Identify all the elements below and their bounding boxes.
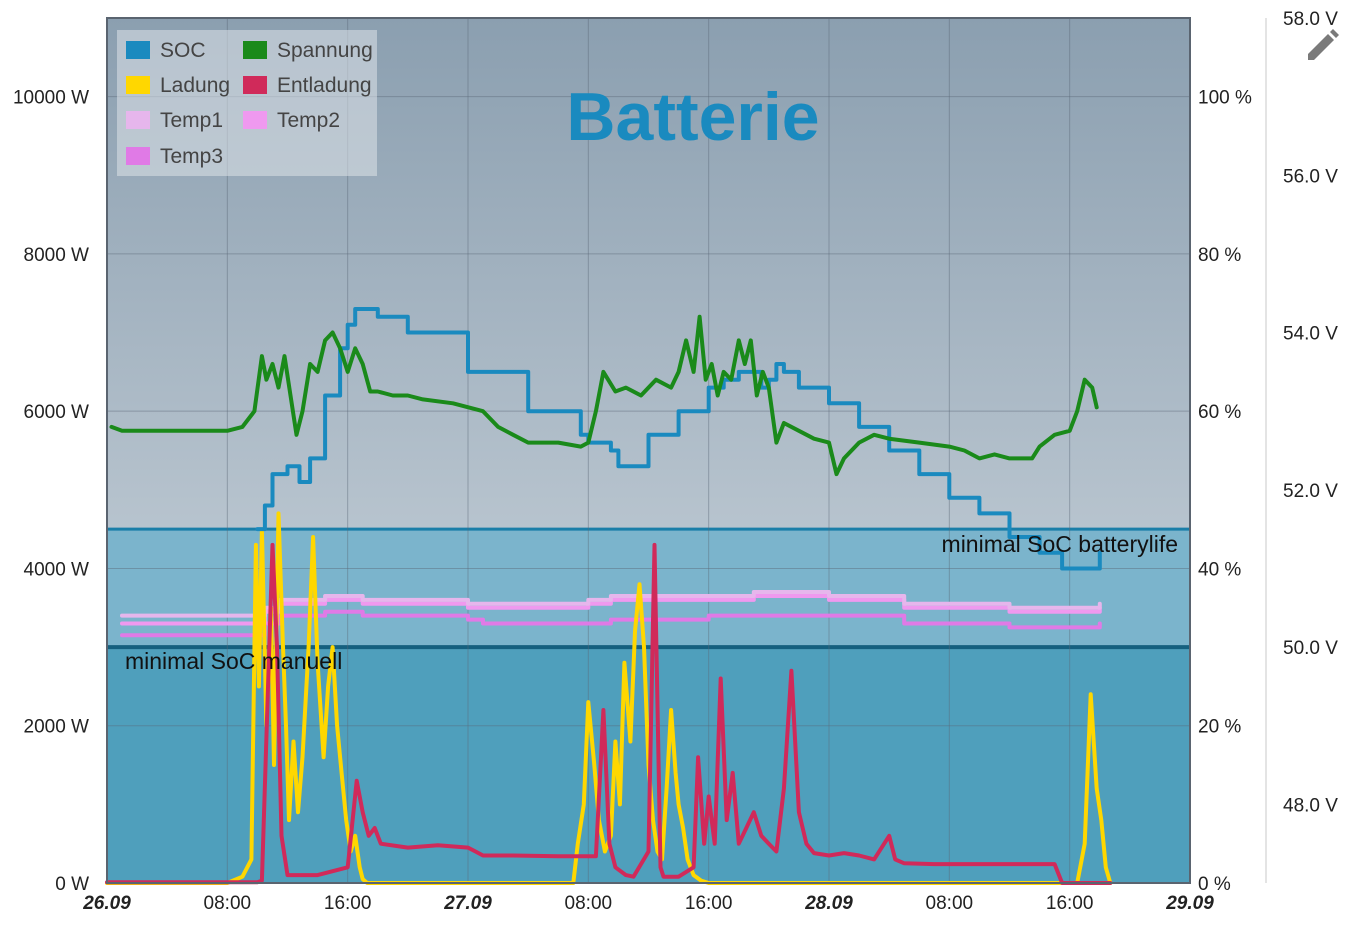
y-left-tick-label: 10000 W bbox=[13, 88, 89, 109]
x-tick-label: 16:00 bbox=[1046, 893, 1094, 914]
y-right-volt-tick-label: 58.0 V bbox=[1283, 9, 1338, 30]
x-tick-label: 16:00 bbox=[685, 893, 733, 914]
legend-label: Temp2 bbox=[277, 109, 340, 132]
legend-swatch bbox=[243, 76, 267, 94]
pencil-icon[interactable] bbox=[1308, 29, 1339, 60]
legend-label: Temp1 bbox=[160, 109, 223, 132]
x-tick-label: 08:00 bbox=[204, 893, 252, 914]
series-entladung bbox=[105, 542, 1113, 885]
y-left-tick-label: 0 W bbox=[55, 874, 89, 895]
y-left-tick-label: 2000 W bbox=[24, 717, 90, 738]
x-tick-label: 29.09 bbox=[1165, 893, 1214, 914]
plot-frame bbox=[106, 17, 1191, 884]
legend-item-temp2: Temp2 bbox=[243, 109, 340, 132]
legend-label: Temp3 bbox=[160, 145, 223, 168]
x-tick-label: 08:00 bbox=[926, 893, 974, 914]
series-soc bbox=[255, 307, 1102, 571]
x-tick-label: 08:00 bbox=[565, 893, 613, 914]
y-left-tick-label: 6000 W bbox=[24, 402, 90, 423]
legend-swatch bbox=[126, 41, 150, 59]
chart-title: Batterie bbox=[566, 79, 819, 155]
legend-swatch bbox=[126, 76, 150, 94]
legend-label: Entladung bbox=[277, 74, 372, 97]
x-tick-label: 26.09 bbox=[82, 893, 131, 914]
legend-swatch bbox=[243, 111, 267, 129]
y-right-volt-tick-label: 48.0 V bbox=[1283, 795, 1338, 816]
y-right-volt-tick-label: 52.0 V bbox=[1283, 481, 1338, 502]
x-tick-label: 28.09 bbox=[804, 893, 853, 914]
y-left-tick-label: 4000 W bbox=[24, 559, 90, 580]
legend-swatch bbox=[243, 41, 267, 59]
y-right-pct-tick-label: 0 % bbox=[1198, 874, 1231, 895]
x-tick-label: 27.09 bbox=[443, 893, 492, 914]
y-right-pct-tick-label: 100 % bbox=[1198, 88, 1252, 109]
legend-swatch bbox=[126, 111, 150, 129]
y-right-volt-tick-label: 54.0 V bbox=[1283, 324, 1338, 345]
legend-item-ladung: Ladung bbox=[126, 74, 230, 97]
x-tick-label: 16:00 bbox=[324, 893, 372, 914]
y-right-pct-tick-label: 60 % bbox=[1198, 402, 1241, 423]
legend-label: Spannung bbox=[277, 39, 373, 62]
legend-label: Ladung bbox=[160, 74, 230, 97]
legend-item-entladung: Entladung bbox=[243, 74, 372, 97]
legend-item-soc: SOC bbox=[126, 39, 206, 62]
legend-swatch bbox=[126, 147, 150, 165]
legend-item-temp3: Temp3 bbox=[126, 145, 223, 168]
y-right-pct-tick-label: 20 % bbox=[1198, 717, 1241, 738]
y-right-volt-tick-label: 50.0 V bbox=[1283, 638, 1338, 659]
annotation-min-soc-batterylife: minimal SoC batterylife bbox=[942, 531, 1178, 557]
y-right-pct-tick-label: 40 % bbox=[1198, 559, 1241, 580]
annotation-min-soc-manuell: minimal SoC manuell bbox=[125, 648, 342, 674]
y-left-tick-label: 8000 W bbox=[24, 245, 90, 266]
series-ladung bbox=[105, 511, 1113, 885]
series-spannung bbox=[109, 314, 1099, 477]
series-temp3 bbox=[120, 609, 1102, 638]
legend-item-spannung: Spannung bbox=[243, 39, 373, 62]
y-right-volt-tick-label: 56.0 V bbox=[1283, 166, 1338, 187]
legend-label: SOC bbox=[160, 39, 206, 62]
y-right-pct-tick-label: 80 % bbox=[1198, 245, 1241, 266]
legend-item-temp1: Temp1 bbox=[126, 109, 223, 132]
